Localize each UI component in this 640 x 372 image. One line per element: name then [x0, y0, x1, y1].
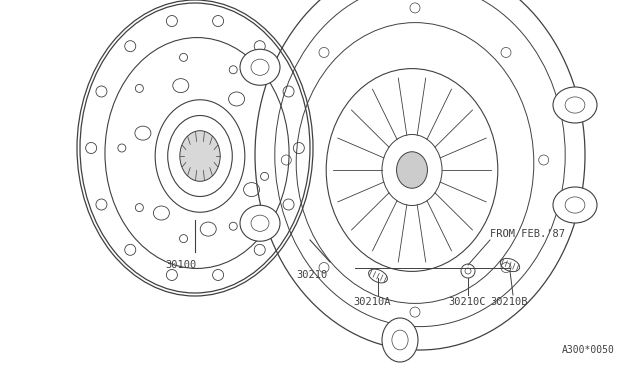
Text: 30210C: 30210C	[448, 297, 486, 307]
Text: 30210B: 30210B	[490, 297, 527, 307]
Ellipse shape	[382, 318, 418, 362]
Ellipse shape	[240, 49, 280, 85]
Text: A300*0050: A300*0050	[562, 345, 615, 355]
Ellipse shape	[240, 205, 280, 241]
Text: 30100: 30100	[165, 260, 196, 270]
Ellipse shape	[397, 152, 428, 188]
Ellipse shape	[180, 131, 220, 181]
Ellipse shape	[553, 187, 597, 223]
Ellipse shape	[553, 87, 597, 123]
Text: 30210: 30210	[296, 270, 327, 280]
Text: FROM FEB.'87: FROM FEB.'87	[490, 229, 565, 239]
Text: 30210A: 30210A	[353, 297, 390, 307]
